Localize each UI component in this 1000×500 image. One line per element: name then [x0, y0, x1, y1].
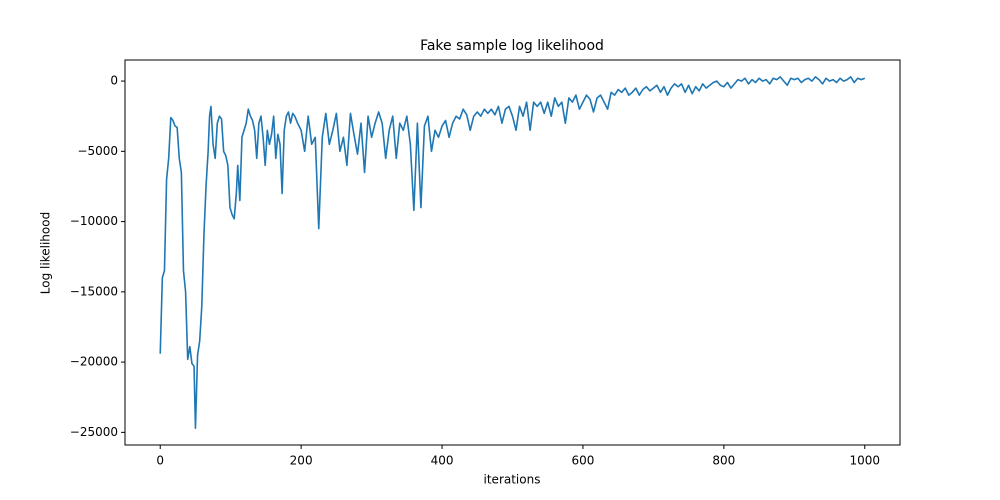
x-tick-label: 400 — [431, 454, 454, 468]
y-tick-label: −20000 — [70, 355, 118, 369]
x-tick-label: 1000 — [849, 454, 880, 468]
plot-frame — [124, 59, 901, 446]
x-tick-label: 200 — [290, 454, 313, 468]
x-tick-label: 800 — [712, 454, 735, 468]
x-tick-label: 0 — [156, 454, 164, 468]
y-tick-label: −10000 — [70, 214, 118, 228]
y-axis-label: Log likelihood — [39, 212, 53, 294]
y-tick-label: −25000 — [70, 425, 118, 439]
y-tick-label: 0 — [110, 74, 118, 88]
y-tick-label: −15000 — [70, 284, 118, 298]
x-axis-label: iterations — [484, 473, 541, 487]
x-tick-label: 600 — [572, 454, 595, 468]
chart-title: Fake sample log likelihood — [420, 38, 604, 54]
data-line — [159, 76, 866, 429]
y-tick-label: −5000 — [77, 144, 118, 158]
